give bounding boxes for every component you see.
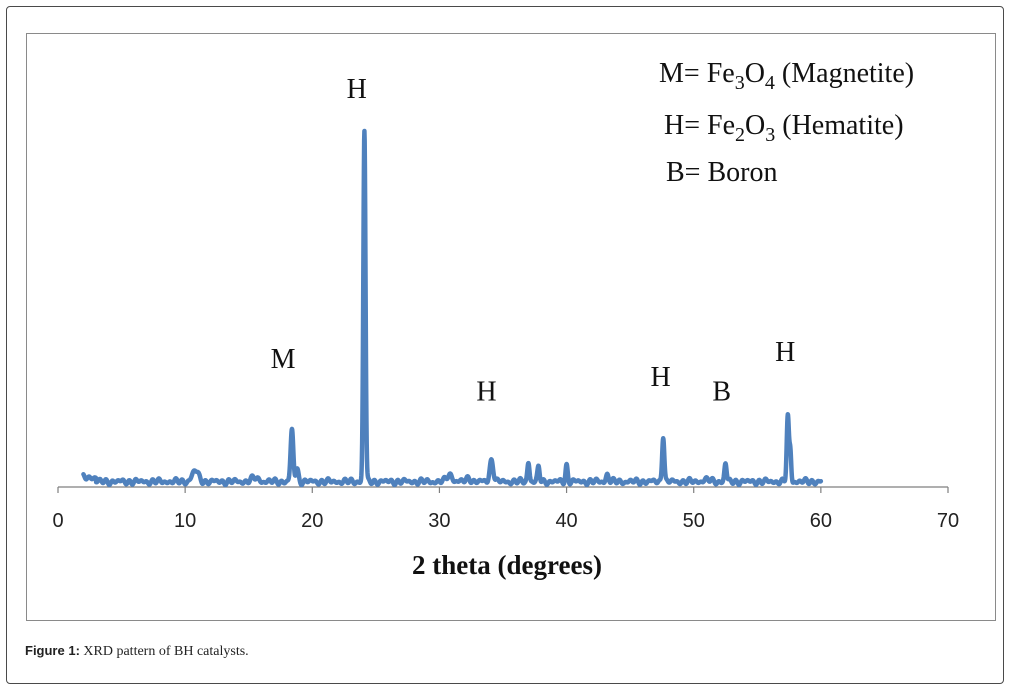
xrd-series-line: [81, 128, 824, 488]
annotations: M H H H B H: [271, 74, 796, 407]
legend-entry-label: B=: [666, 157, 707, 188]
x-tick-label: 50: [683, 510, 705, 532]
legend-formula-part: Fe: [707, 58, 735, 89]
chart-area-border: [26, 33, 996, 621]
caption-text: XRD pattern of BH catalysts.: [79, 644, 249, 659]
peak-annotation: H: [775, 337, 795, 368]
legend-formula-part: (Hematite): [775, 110, 903, 141]
peak-annotation: H: [476, 377, 496, 408]
figure-caption: Figure 1: XRD pattern of BH catalysts.: [25, 643, 249, 660]
legend-entry: H= Fe2O3 (Hematite): [664, 110, 904, 146]
legend-entry-label: M=: [659, 58, 707, 89]
caption-lead: Figure 1:: [25, 643, 80, 658]
x-tick-label: 70: [937, 510, 959, 532]
peak-annotation: H: [651, 362, 671, 393]
peak-annotation: H: [347, 74, 367, 105]
legend: M= Fe3O4 (Magnetite)H= Fe2O3 (Hematite)B…: [659, 58, 914, 188]
x-axis-label: 2 theta (degrees): [412, 550, 602, 580]
legend-entry: M= Fe3O4 (Magnetite): [659, 58, 914, 94]
figure-frame: Figure 1: XRD pattern of BH catalysts.: [6, 6, 1004, 684]
legend-entry: B= Boron: [666, 157, 777, 188]
peak-annotation: M: [271, 344, 296, 375]
x-tick-label: 20: [301, 510, 323, 532]
x-tick-label: 40: [555, 510, 577, 532]
legend-formula-part: Fe: [707, 110, 735, 141]
series: [81, 128, 824, 488]
axes: 0 10 20 30 40 50 60 70 2 theta (degrees): [52, 486, 959, 580]
x-tick-label: 0: [52, 510, 63, 532]
legend-subscript: 2: [735, 124, 745, 146]
x-tick-label: 30: [428, 510, 450, 532]
x-tick-label: 10: [174, 510, 196, 532]
x-tick-label: 60: [810, 510, 832, 532]
legend-subscript: 3: [765, 124, 775, 146]
legend-formula-part: O: [745, 110, 765, 141]
legend-formula-part: O: [745, 58, 765, 89]
legend-entry-label: H=: [664, 110, 707, 141]
legend-formula-part: Boron: [707, 157, 777, 188]
legend-subscript: 4: [765, 72, 775, 94]
peak-annotation: B: [712, 377, 731, 408]
legend-formula-part: (Magnetite): [775, 58, 914, 89]
legend-subscript: 3: [735, 72, 745, 94]
